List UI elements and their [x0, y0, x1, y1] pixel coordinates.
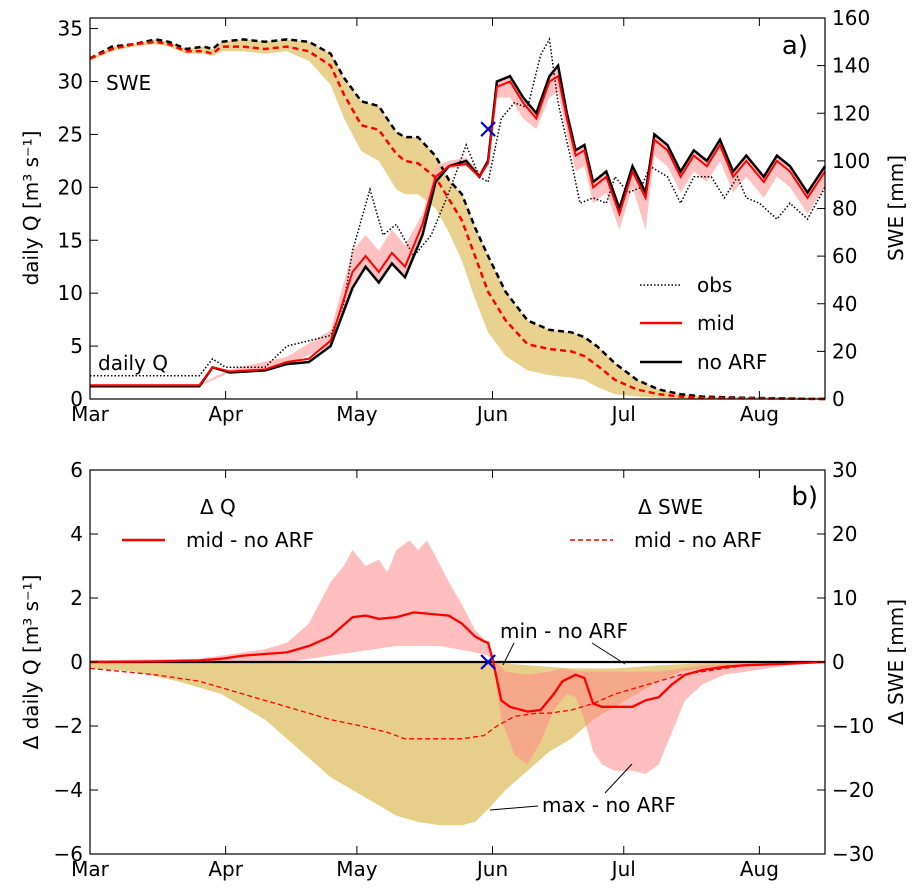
- panel-a-x-tick-label: Apr: [208, 402, 243, 426]
- panel-a-y-ticks-right: 0 20 40 60 80 100 120 140 160: [817, 6, 870, 411]
- panel-b-legend: Δ Q mid - no ARF Δ SWE mid - no ARF: [122, 495, 762, 552]
- panel-a-y-tick-label-right: 160: [832, 6, 870, 30]
- panel-b-y-tick-label-right: 10: [832, 586, 857, 610]
- dswe-range-band: [90, 662, 825, 826]
- panel-b-y-tick-label-left: 4: [70, 522, 83, 546]
- panel-a-ylabel-left: daily Q [m³ s⁻¹]: [19, 131, 43, 286]
- panel-a-y-tick-label-left: 30: [58, 70, 83, 94]
- panel-b-y-tick-label-left: 6: [70, 458, 83, 482]
- panel-b-y-tick-label-right: −30: [832, 842, 874, 866]
- panel-a-x-tick-label: May: [336, 402, 378, 426]
- panel-a-x-marker: [480, 121, 496, 137]
- panel-b-y-tick-label-right: −10: [832, 714, 874, 738]
- panel-a-x-tick-label: Jul: [610, 402, 636, 426]
- panel-b-y-tick-label-right: 20: [832, 522, 857, 546]
- panel-a-x-tick-label: Mar: [71, 402, 110, 426]
- panel-b-x-tick-label: Mar: [71, 857, 110, 881]
- min-pointer-2: [591, 642, 626, 665]
- panel-b-x-ticks: Mar Apr May Jun Jul Aug: [71, 470, 779, 881]
- panel-b-plot-area: [89, 540, 826, 826]
- panel-b-y-tick-label-right: 30: [832, 458, 857, 482]
- max-annotation: max - no ARF: [489, 763, 676, 817]
- panel-a-y-tick-label-left: 25: [58, 122, 83, 146]
- panel-b-tag: b): [791, 482, 818, 512]
- panel-a-x-tick-label: Jun: [475, 402, 508, 426]
- min-pointer-1: [502, 642, 515, 666]
- panel-a-x-tick-label: Aug: [740, 402, 779, 426]
- panel-b-x-tick-label: May: [336, 857, 378, 881]
- panel-a-tag: a): [782, 31, 808, 61]
- panel-a-y-tick-label-right: 40: [832, 292, 857, 316]
- panel-a-x-ticks: Mar Apr May Jun Jul Aug: [71, 18, 779, 426]
- panel-b-x-marker: [480, 654, 496, 670]
- panel-a-y-ticks-left: 0 5 10 15 20 25 30 35: [58, 17, 98, 411]
- min-annotation: min - no ARF: [500, 619, 628, 666]
- panel-b-y-tick-label-left: −4: [54, 778, 83, 802]
- panel-b-x-tick-label: Aug: [740, 857, 779, 881]
- daily-q-annotation: daily Q: [98, 351, 168, 375]
- max-no-arf-label: max - no ARF: [542, 793, 676, 817]
- panel-a: Mar Apr May Jun Jul Aug 0 5 10 15 20 25 30 35 0 20 40 6…: [19, 6, 908, 426]
- panel-a-y-tick-label-right: 100: [832, 149, 870, 173]
- panel-b-y-tick-label-right: −20: [832, 778, 874, 802]
- panel-a-ylabel-right: SWE [mm]: [884, 155, 908, 261]
- panel-b-y-tick-label-left: −6: [54, 842, 83, 866]
- panel-a-y-tick-label-right: 20: [832, 339, 857, 363]
- panel-a-y-tick-label-left: 20: [58, 175, 83, 199]
- panel-a-y-tick-label-left: 15: [58, 228, 83, 252]
- dq-range-band: [90, 540, 825, 774]
- panel-a-legend: obs mid no ARF: [640, 273, 767, 374]
- panel-a-y-tick-label-right: 120: [832, 101, 870, 125]
- max-pointer-1: [489, 805, 539, 811]
- panel-a-y-tick-label-left: 10: [58, 281, 83, 305]
- panel-b-x-tick-label: Jul: [610, 857, 636, 881]
- legend-dswe-heading: Δ SWE: [638, 495, 703, 519]
- swe-no-arf-line: [89, 38, 826, 401]
- panel-a-y-tick-label-left: 5: [70, 334, 83, 358]
- min-no-arf-label: min - no ARF: [500, 619, 628, 643]
- legend-dq-label: mid - no ARF: [186, 528, 314, 552]
- panel-b-x-tick-label: Jun: [475, 857, 508, 881]
- panel-b-y-ticks-left: −6 −4 −2 0 2 4 6: [54, 458, 98, 866]
- legend-dswe-label: mid - no ARF: [634, 528, 762, 552]
- panel-b-y-ticks-right: −30 −20 −10 0 10 20 30: [817, 458, 874, 866]
- panel-a-y-tick-label-right: 60: [832, 244, 857, 268]
- panel-b-y-tick-label-left: 0: [70, 650, 83, 674]
- swe-annotation: SWE: [106, 71, 151, 95]
- panel-b-y-tick-label-left: −2: [54, 714, 83, 738]
- panel-b-ylabel-right: Δ SWE [mm]: [884, 599, 908, 725]
- panel-b-x-tick-label: Apr: [208, 857, 243, 881]
- legend-mid-label: mid: [697, 311, 735, 335]
- panel-a-y-tick-label-right: 80: [832, 197, 857, 221]
- max-pointer-2: [604, 763, 633, 794]
- legend-dq-heading: Δ Q: [200, 495, 236, 519]
- panel-a-y-tick-label-right: 140: [832, 54, 870, 78]
- q-mid-line: [90, 74, 826, 387]
- legend-no-arf-label: no ARF: [697, 350, 767, 374]
- panel-a-y-tick-label-left: 0: [70, 387, 83, 411]
- panel-a-y-tick-label-left: 35: [58, 17, 83, 41]
- dswe-mid-line: [89, 661, 826, 740]
- swe-range-band: [90, 39, 825, 400]
- q-no-arf-line: [90, 62, 827, 388]
- panel-a-plot-area: [89, 36, 827, 401]
- panel-a-y-tick-label-right: 0: [832, 387, 845, 411]
- legend-obs-label: obs: [697, 273, 732, 297]
- dq-mid-line: [89, 611, 826, 713]
- panel-b-ylabel-left: Δ daily Q [m³ s⁻¹]: [19, 575, 43, 750]
- swe-mid-line: [89, 40, 826, 401]
- panel-b-y-tick-label-left: 2: [70, 586, 83, 610]
- panel-b-y-tick-label-right: 0: [832, 650, 845, 674]
